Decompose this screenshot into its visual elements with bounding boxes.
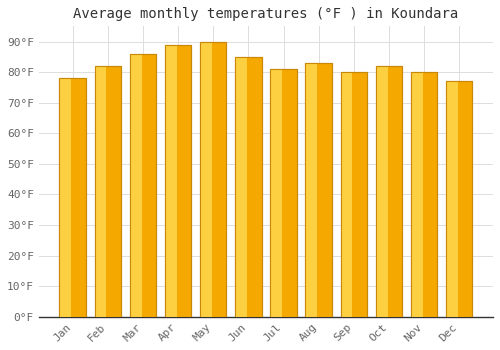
Bar: [60, 78, 86, 317]
Bar: [411, 72, 438, 317]
Bar: [235, 57, 262, 317]
Bar: [94, 66, 121, 317]
Bar: [200, 42, 226, 317]
Title: Average monthly temperatures (°F ) in Koundara: Average monthly temperatures (°F ) in Ko…: [74, 7, 458, 21]
Bar: [376, 66, 402, 317]
Bar: [235, 57, 247, 317]
Bar: [270, 69, 296, 317]
Bar: [165, 45, 176, 317]
Bar: [130, 54, 156, 317]
Bar: [446, 81, 472, 317]
Bar: [446, 81, 472, 317]
Bar: [340, 72, 352, 317]
Bar: [60, 78, 72, 317]
Bar: [446, 81, 458, 317]
Bar: [130, 54, 156, 317]
Bar: [165, 45, 191, 317]
Bar: [270, 69, 282, 317]
Bar: [200, 42, 226, 317]
Bar: [130, 54, 141, 317]
Bar: [200, 42, 212, 317]
Bar: [340, 72, 367, 317]
Bar: [306, 63, 332, 317]
Bar: [376, 66, 388, 317]
Bar: [94, 66, 106, 317]
Bar: [60, 78, 86, 317]
Bar: [411, 72, 438, 317]
Bar: [411, 72, 423, 317]
Bar: [376, 66, 402, 317]
Bar: [235, 57, 262, 317]
Bar: [306, 63, 318, 317]
Bar: [165, 45, 191, 317]
Bar: [94, 66, 121, 317]
Bar: [270, 69, 296, 317]
Bar: [306, 63, 332, 317]
Bar: [340, 72, 367, 317]
